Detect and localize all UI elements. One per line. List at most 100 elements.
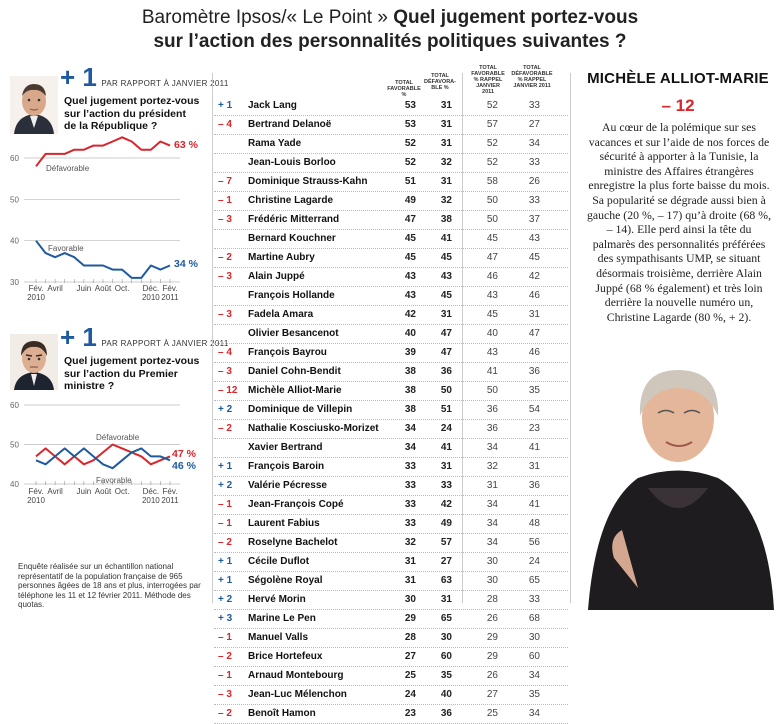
defav-cell: 24	[440, 423, 452, 434]
pm-since: PAR RAPPORT À JANVIER 2011	[101, 339, 229, 348]
name-cell: Jean-François Copé	[248, 499, 344, 510]
name-cell: Manuel Valls	[248, 632, 309, 643]
fav-cell: 33	[404, 518, 416, 529]
defav-cell: 31	[440, 309, 452, 320]
defav-jan-cell: 36	[528, 480, 540, 491]
defav-cell: 50	[440, 385, 452, 396]
table-row: + 2 Hervé Morin 30 31 28 33	[214, 591, 568, 610]
fav-cell: 33	[404, 480, 416, 491]
defav-cell: 45	[440, 290, 452, 301]
fav-jan-cell: 34	[486, 518, 498, 529]
fav-cell: 29	[404, 613, 416, 624]
defav-cell: 31	[440, 461, 452, 472]
defav-jan-cell: 31	[528, 309, 540, 320]
defav-cell: 33	[440, 480, 452, 491]
fav-cell: 53	[404, 100, 416, 111]
change-cell: – 2	[218, 537, 232, 548]
fav-jan-cell: 28	[486, 594, 498, 605]
pm-chart: 60 50 40	[10, 401, 180, 489]
name-cell: François Bayrou	[248, 347, 327, 358]
header-fav: TOTAL FAVORABLE %	[387, 80, 421, 98]
title-bold-2: sur l’action des personnalités politique…	[153, 31, 627, 52]
table-row: – 4 François Bayrou 39 47 43 46	[214, 344, 568, 363]
change-cell: + 1	[218, 100, 233, 111]
fav-jan-cell: 45	[486, 309, 498, 320]
president-question-line: de la République ?	[64, 120, 158, 132]
fav-cell: 30	[404, 594, 416, 605]
defav-cell: 36	[440, 708, 452, 719]
table-row: + 1 Ségolène Royal 31 63 30 65	[214, 572, 568, 591]
month-label: Avril	[47, 487, 63, 496]
defav-cell: 47	[440, 328, 452, 339]
month-label: Fév. 2011	[161, 487, 179, 505]
change-cell: – 1	[218, 670, 232, 681]
fav-jan-cell: 32	[486, 461, 498, 472]
change-cell: – 1	[218, 195, 232, 206]
defav-cell: 51	[440, 404, 452, 415]
defav-cell: 41	[440, 442, 452, 453]
name-cell: François Baroin	[248, 461, 325, 472]
series-line-favorable	[35, 240, 171, 279]
month-label: Juin	[76, 284, 92, 293]
y-tick-label: 50	[10, 441, 19, 450]
defav-jan-cell: 34	[528, 708, 540, 719]
series-line-unfavorable	[35, 443, 171, 466]
fav-cell: 27	[404, 651, 416, 662]
fav-cell: 40	[404, 328, 416, 339]
name-cell: Brice Hortefeux	[248, 651, 323, 662]
defav-jan-cell: 27	[528, 119, 540, 130]
fav-jan-cell: 47	[486, 252, 498, 263]
change-cell: + 2	[218, 480, 233, 491]
fav-jan-cell: 43	[486, 290, 498, 301]
name-cell: Olivier Besancenot	[248, 328, 339, 339]
defav-jan-cell: 41	[528, 442, 540, 453]
name-cell: Benoît Hamon	[248, 708, 316, 719]
change-cell: – 3	[218, 309, 232, 320]
y-tick-label: 60	[10, 154, 19, 163]
fav-cell: 47	[404, 214, 416, 225]
table-right-rule	[570, 73, 571, 603]
name-cell: Ségolène Royal	[248, 575, 323, 586]
fav-jan-cell: 34	[486, 442, 498, 453]
name-cell: Michèle Alliot-Marie	[248, 385, 342, 396]
defav-jan-cell: 24	[528, 556, 540, 567]
fav-cell: 38	[404, 366, 416, 377]
table-row: – 2 Benoît Hamon 23 36 25 34	[214, 705, 568, 724]
defav-cell: 36	[440, 366, 452, 377]
month-label: Juin	[76, 487, 92, 496]
fav-jan-cell: 45	[486, 233, 498, 244]
table-row: – 3 Alain Juppé 43 43 46 42	[214, 268, 568, 287]
name-cell: Nathalie Kosciusko-Morizet	[248, 423, 379, 434]
table-row: – 3 Fadela Amara 42 31 45 31	[214, 306, 568, 325]
defav-cell: 65	[440, 613, 452, 624]
fav-cell: 38	[404, 385, 416, 396]
footnote: Enquête réalisée sur un échantillon nati…	[18, 562, 201, 610]
fav-jan-cell: 40	[486, 328, 498, 339]
change-cell: + 2	[218, 594, 233, 605]
change-cell: – 12	[218, 385, 238, 396]
fav-cell: 52	[404, 138, 416, 149]
series-line-unfavorable	[35, 136, 171, 167]
fav-cell: 42	[404, 309, 416, 320]
change-cell: – 2	[218, 651, 232, 662]
month-label: Fév. 2011	[161, 284, 179, 302]
fav-cell: 45	[404, 233, 416, 244]
defav-cell: 31	[440, 176, 452, 187]
defav-jan-cell: 37	[528, 214, 540, 225]
fav-jan-cell: 57	[486, 119, 498, 130]
defav-jan-cell: 35	[528, 689, 540, 700]
fav-cell: 52	[404, 157, 416, 168]
pm-question-line: Quel jugement portez-vous	[64, 355, 200, 367]
fav-cell: 25	[404, 670, 416, 681]
president-question-line: sur l’action du président	[64, 107, 186, 120]
defav-jan-cell: 35	[528, 385, 540, 396]
defav-cell: 42	[440, 499, 452, 510]
pm-grid: 60 50 40	[10, 401, 180, 489]
fav-cell: 24	[404, 689, 416, 700]
defav-cell: 31	[440, 594, 452, 605]
name-cell: Cécile Duflot	[248, 556, 310, 567]
pm-question: Quel jugement portez-vous sur l’action d…	[64, 355, 199, 393]
president-since: PAR RAPPORT À JANVIER 2011	[101, 79, 229, 88]
defav-jan-cell: 30	[528, 632, 540, 643]
fav-cell: 33	[404, 499, 416, 510]
